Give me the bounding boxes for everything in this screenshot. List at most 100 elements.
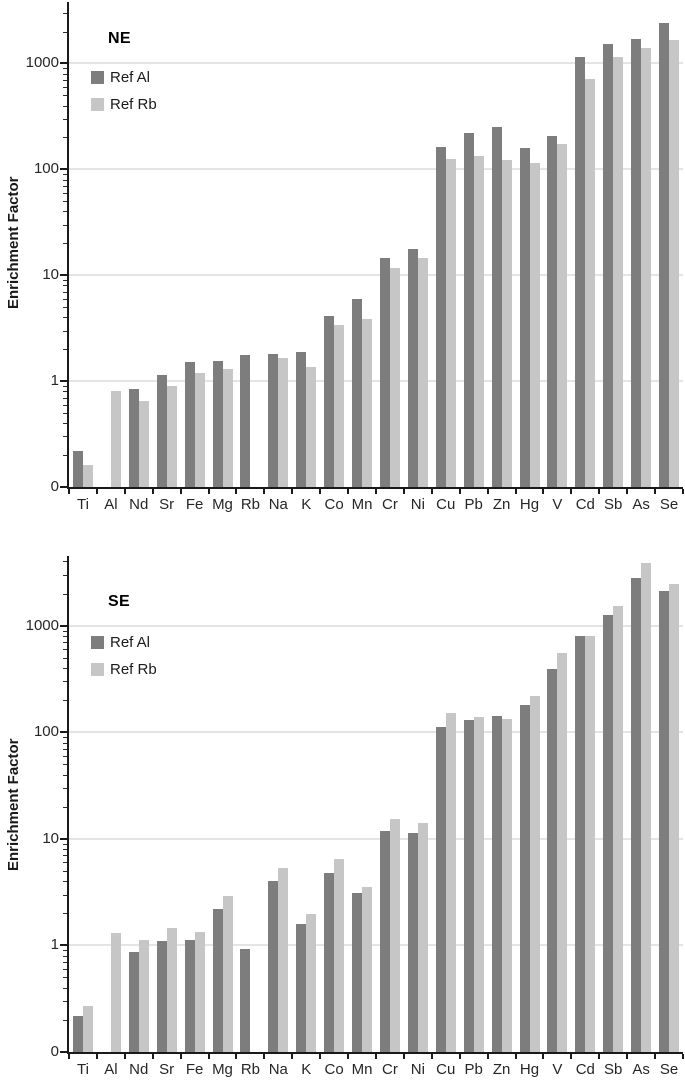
x-category-label-ti: Ti <box>76 1061 89 1078</box>
y-tick-label: 10 <box>42 829 59 847</box>
bar-ne-sr-ref-al <box>156 374 167 487</box>
bar-ne-sr-ref-rb <box>166 385 177 487</box>
x-category-label-na: Na <box>268 1061 288 1078</box>
y-minor-tick <box>63 280 67 282</box>
x-category-label-fe: Fe <box>185 1061 204 1078</box>
bar-se-sb-ref-al <box>603 614 614 1052</box>
chart-title-se: SE <box>108 593 130 610</box>
x-tick <box>570 489 573 494</box>
x-tick <box>263 489 266 494</box>
bar-se-k-ref-rb <box>306 914 317 1052</box>
x-category-label-k: K <box>301 1061 312 1078</box>
x-category-label-cu: Cu <box>436 1061 456 1078</box>
x-category-label-cu: Cu <box>436 496 456 513</box>
bar-ne-ni-ref-rb <box>417 258 428 487</box>
y-minor-tick <box>63 31 67 33</box>
y-minor-tick <box>63 764 67 766</box>
chart-title-ne: NE <box>108 30 131 47</box>
x-tick <box>179 1054 182 1059</box>
x-tick <box>151 489 154 494</box>
bar-ne-ti-ref-rb <box>82 465 93 487</box>
y-major-tick-10 <box>60 837 67 840</box>
bar-se-k-ref-al <box>296 923 307 1052</box>
bar-se-ni-ref-rb <box>417 823 428 1052</box>
bar-se-fe-ref-rb <box>194 931 205 1052</box>
bar-se-ni-ref-al <box>407 833 418 1052</box>
bar-ne-hg-ref-al <box>519 147 530 487</box>
x-category-label-mg: Mg <box>212 1061 233 1078</box>
x-category-label-sr: Sr <box>159 1061 175 1078</box>
x-category-label-v: V <box>552 1061 563 1078</box>
bar-se-as-ref-rb <box>641 562 652 1052</box>
bar-se-cu-ref-al <box>435 726 446 1052</box>
y-minor-tick <box>63 404 67 406</box>
y-minor-tick <box>63 201 67 203</box>
gridline-1000 <box>69 62 683 65</box>
y-major-tick-0 <box>60 486 67 488</box>
x-tick <box>682 489 684 494</box>
bar-ne-cd-ref-rb <box>585 79 596 487</box>
legend-swatch-ref-al <box>91 70 104 84</box>
bar-ne-mn-ref-al <box>352 298 363 487</box>
x-tick <box>486 489 489 494</box>
y-minor-tick <box>63 412 67 414</box>
y-minor-tick <box>63 423 67 425</box>
bar-ne-co-ref-al <box>324 316 335 487</box>
x-category-label-cr: Cr <box>382 496 398 513</box>
y-major-tick-1000 <box>60 624 67 627</box>
y-minor-tick <box>63 224 67 226</box>
y-minor-tick <box>63 787 67 789</box>
bar-ne-nd-ref-al <box>128 388 139 487</box>
x-tick <box>514 1054 517 1059</box>
y-minor-tick <box>63 913 67 915</box>
x-category-label-se: Se <box>659 1061 679 1078</box>
x-tick <box>68 1054 70 1059</box>
y-minor-tick <box>63 668 67 670</box>
y-minor-tick <box>63 436 67 438</box>
y-tick-label: 1000 <box>25 616 59 634</box>
x-category-label-fe: Fe <box>185 496 204 513</box>
y-minor-tick <box>63 593 67 595</box>
y-minor-tick <box>63 68 67 70</box>
y-tick-label: 100 <box>33 723 59 741</box>
bar-ne-ni-ref-al <box>407 249 418 487</box>
x-tick <box>486 1054 489 1059</box>
y-tick-label: 100 <box>33 160 59 178</box>
x-category-label-sb: Sb <box>604 1061 623 1078</box>
y-major-tick-0 <box>60 1051 67 1053</box>
bar-ne-rb-ref-al <box>240 355 251 487</box>
x-tick <box>458 1054 461 1059</box>
gridline-1 <box>69 944 683 947</box>
legend-swatch-ref-rb <box>91 97 104 111</box>
x-tick <box>375 1054 377 1059</box>
x-tick <box>458 489 461 494</box>
y-minor-tick <box>63 635 67 637</box>
x-axis-line <box>67 1052 683 1054</box>
y-minor-tick <box>63 681 67 683</box>
x-tick <box>263 1054 266 1059</box>
bar-ne-v-ref-al <box>547 135 558 487</box>
x-tick <box>542 489 545 494</box>
bar-ne-fe-ref-rb <box>194 372 205 487</box>
x-tick <box>542 1054 545 1059</box>
x-category-label-co: Co <box>324 1061 344 1078</box>
x-tick <box>402 1054 405 1059</box>
bar-se-co-ref-al <box>324 872 335 1052</box>
legend-label-ref-rb: Ref Rb <box>110 660 157 678</box>
y-axis-line <box>67 2 69 489</box>
y-tick-label: 1 <box>50 936 59 954</box>
y-minor-tick <box>63 455 67 457</box>
bar-ne-cd-ref-al <box>575 56 586 487</box>
x-category-label-sr: Sr <box>159 496 175 513</box>
gridline-1000 <box>69 624 683 627</box>
y-minor-tick <box>63 192 67 194</box>
y-minor-tick <box>63 118 67 120</box>
y-minor-tick <box>63 298 67 300</box>
bar-se-mg-ref-al <box>212 908 223 1052</box>
x-category-label-mn: Mn <box>351 496 373 513</box>
legend-label-ref-rb: Ref Rb <box>110 95 157 113</box>
bar-ne-mn-ref-rb <box>362 318 373 487</box>
y-major-tick-10 <box>60 274 67 277</box>
bar-ne-zn-ref-rb <box>501 160 512 487</box>
